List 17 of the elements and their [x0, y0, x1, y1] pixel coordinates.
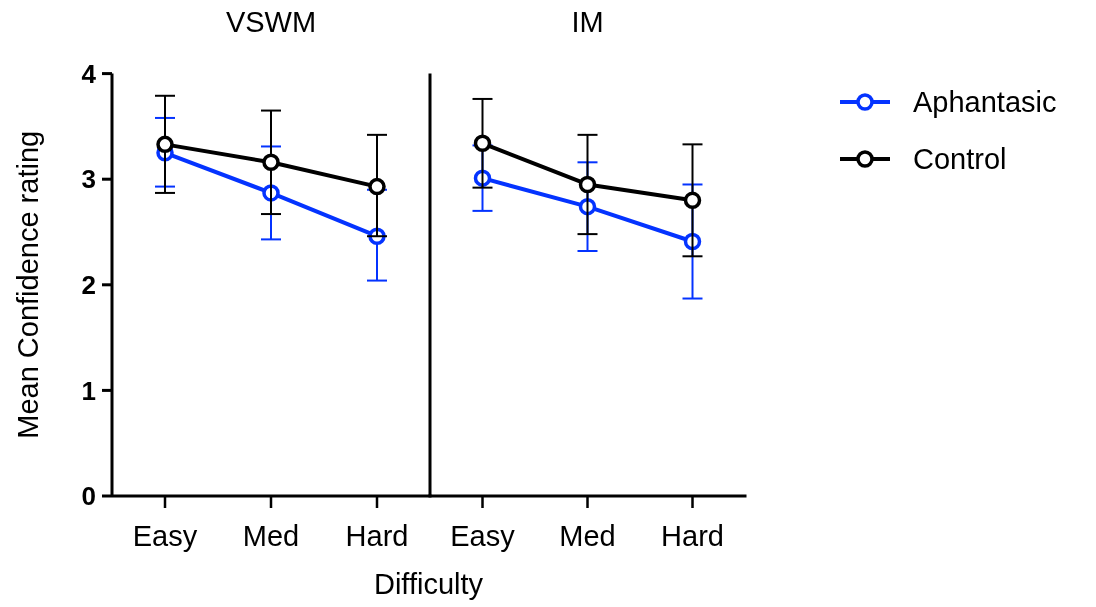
- x-tick-label: Hard: [661, 520, 724, 552]
- y-tick-label: 0: [81, 481, 96, 512]
- y-tick-label: 4: [81, 58, 97, 89]
- chart-title: VSWM: [225, 6, 317, 38]
- y-tick-label: 1: [81, 375, 96, 406]
- legend-label: Aphantasic: [913, 86, 1057, 119]
- y-tick-label: 3: [81, 164, 96, 195]
- x-tick-label: Hard: [345, 520, 409, 552]
- y-tick-label: 2: [81, 269, 96, 300]
- chart-title: IM: [571, 6, 604, 38]
- x-tick-label: Med: [559, 520, 616, 552]
- x-tick-label: Easy: [132, 520, 198, 552]
- x-tick-label: Easy: [450, 520, 516, 552]
- x-axis-title: Difficulty: [373, 568, 484, 600]
- y-axis-title: Mean Confidence rating: [12, 130, 44, 439]
- legend-label: Control: [913, 143, 1007, 176]
- x-tick-label: Med: [242, 520, 300, 552]
